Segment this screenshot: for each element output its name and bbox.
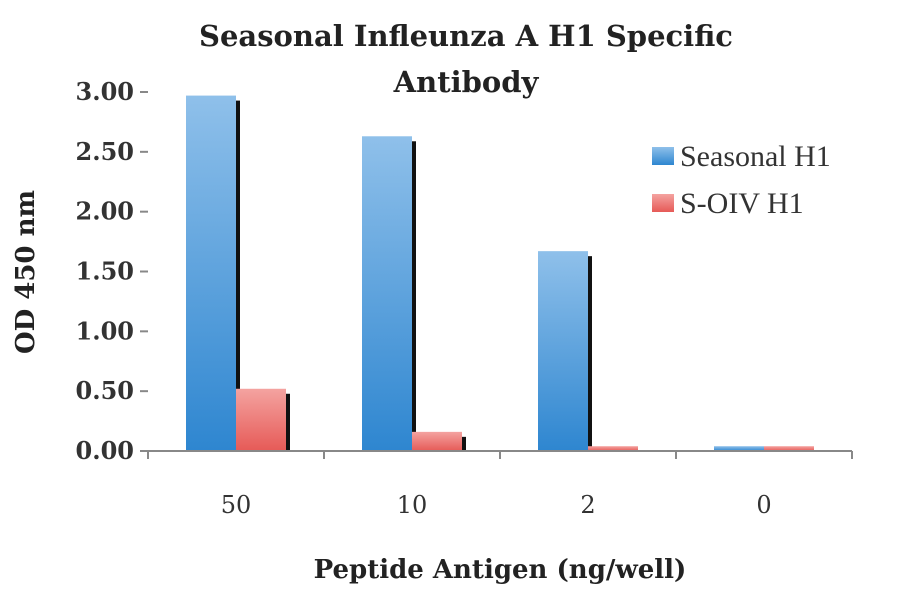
- bar-series: [186, 95, 814, 451]
- bar-s-oiv-h1-0: [764, 446, 814, 451]
- bar-side-s-oiv-h1: [460, 436, 466, 451]
- y-tick-label: 2.50: [76, 137, 134, 166]
- x-category-label: 50: [221, 491, 252, 519]
- x-tick-labels: 50 10 2 0: [147, 451, 853, 519]
- y-tick-label: 0.00: [76, 436, 134, 465]
- legend-label-seasonal-h1: Seasonal H1: [680, 140, 831, 173]
- legend-swatch-s-oiv-h1: [652, 194, 674, 212]
- legend: Seasonal H1 S-OIV H1: [652, 140, 831, 220]
- y-tick-label: 3.00: [76, 77, 134, 106]
- bar-s-oiv-h1-50: [236, 388, 286, 451]
- y-tick-label: 2.00: [76, 197, 134, 226]
- bar-seasonal-h1-10: [362, 136, 412, 451]
- bar-s-oiv-h1-10: [412, 431, 462, 451]
- y-tick-label: 1.00: [76, 316, 134, 345]
- chart-title-line2: Antibody: [393, 65, 540, 99]
- y-tick-labels: 0.00 0.50 1.00 1.50 2.00 2.50 3.00: [76, 77, 148, 465]
- bar-seasonal-h1-2: [538, 251, 588, 451]
- chart-title-line1: Seasonal Infleunza A H1 Specific: [199, 19, 733, 53]
- bar-seasonal-h1-0: [714, 446, 764, 451]
- x-category-label: 0: [756, 491, 771, 519]
- y-axis-label: OD 450 nm: [11, 190, 41, 354]
- bar-side-seasonal-h1: [410, 141, 416, 451]
- x-category-label: 10: [397, 491, 428, 519]
- y-tick-label: 0.50: [76, 376, 134, 405]
- x-axis-label: Peptide Antigen (ng/well): [314, 555, 687, 585]
- bar-seasonal-h1-50: [186, 95, 236, 451]
- bar-s-oiv-h1-2: [588, 446, 638, 451]
- y-tick-label: 1.50: [76, 257, 134, 286]
- bar-side-s-oiv-h1: [284, 393, 290, 451]
- legend-label-s-oiv-h1: S-OIV H1: [680, 187, 804, 220]
- bar-side-seasonal-h1: [234, 100, 240, 451]
- legend-swatch-seasonal-h1: [652, 147, 674, 165]
- x-category-label: 2: [580, 491, 595, 519]
- bar-side-seasonal-h1: [586, 256, 592, 451]
